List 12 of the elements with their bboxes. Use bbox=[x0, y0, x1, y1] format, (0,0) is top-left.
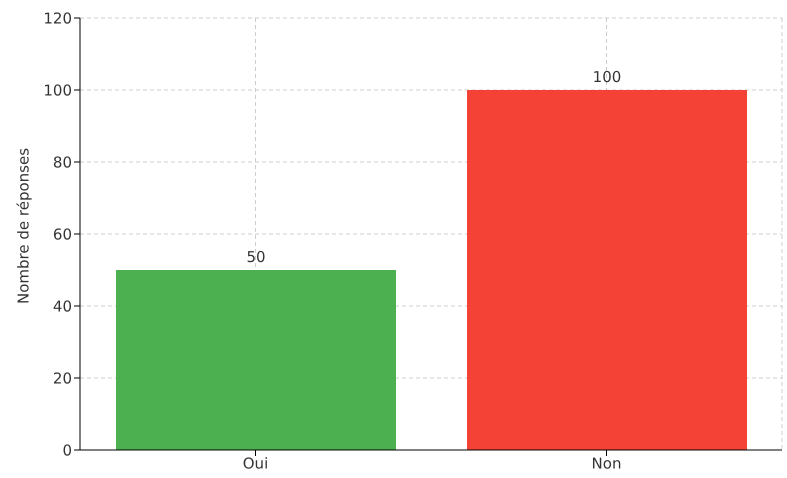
x-tick-label: Oui bbox=[242, 454, 268, 473]
y-tick-label: 40 bbox=[52, 297, 72, 316]
y-tick-label: 0 bbox=[62, 441, 72, 460]
y-axis-title: Nombre de réponses bbox=[14, 148, 32, 304]
y-tick-label: 80 bbox=[52, 153, 72, 172]
x-tick-label: Non bbox=[592, 454, 622, 473]
y-tick-label: 100 bbox=[43, 81, 72, 100]
data-label: 100 bbox=[592, 68, 622, 86]
y-tick-label: 120 bbox=[43, 9, 72, 28]
y-tick-label: 20 bbox=[52, 369, 72, 388]
y-tick-label: 60 bbox=[52, 225, 72, 244]
data-label: 50 bbox=[246, 248, 266, 266]
